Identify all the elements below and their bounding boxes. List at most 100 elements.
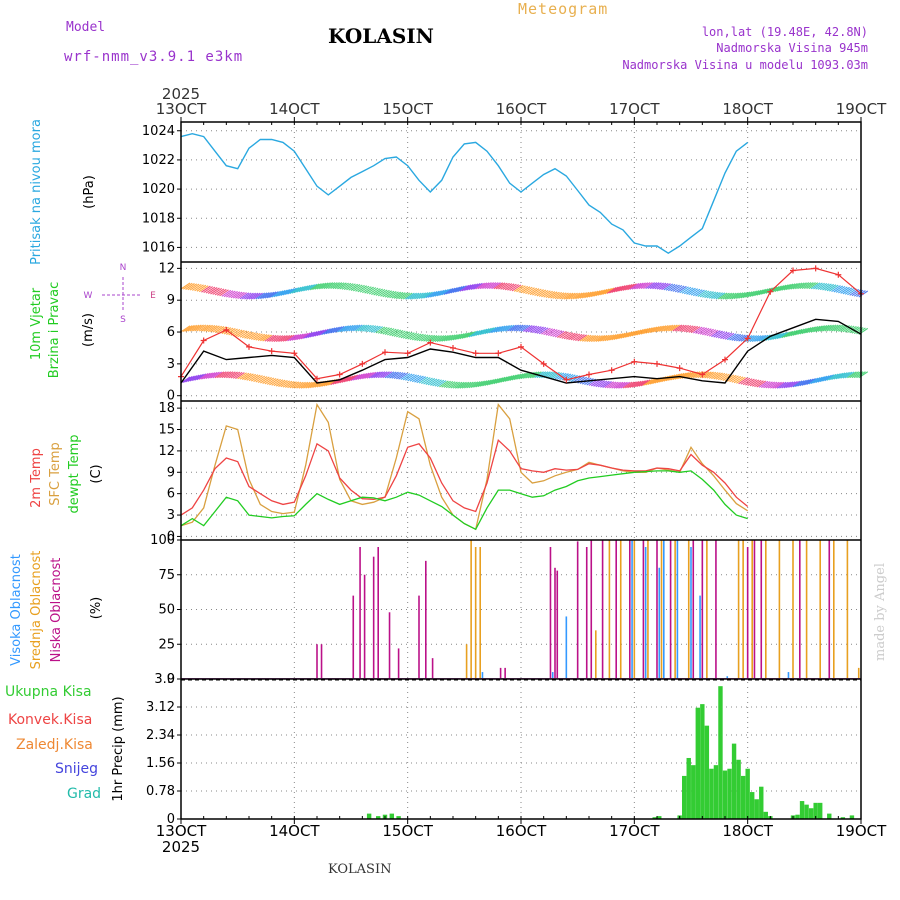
wind-barb [527,371,538,379]
x-tick-label-bottom: 18OCT [722,822,773,840]
wind-barb [448,381,458,389]
wind-barb [257,334,268,341]
wind-barb [609,333,619,341]
wind-barb [645,378,655,386]
wind-barb [371,288,381,296]
wind-barb [692,289,703,297]
wind-barb [772,285,782,293]
wind-barb [801,282,812,289]
wind-barb [382,327,393,335]
wind-barb [815,376,825,384]
wind-barb [790,282,801,290]
wind-barb [683,287,694,295]
wind-barb [328,282,338,289]
wind-barb [260,292,270,300]
wind-barb [649,282,660,290]
wind-barb [726,374,737,382]
wind-barb [702,328,712,336]
wind-barb [226,290,236,298]
frame-layer [177,117,862,824]
high-cloud-label: Visoka Oblacnost [9,554,24,666]
wind-barb [294,381,304,389]
wind-barb [280,380,291,388]
wind-barb [348,374,359,382]
wind-barb [280,334,291,342]
wind-barb [679,372,689,380]
wind-barb [271,378,281,386]
wind-barb [362,372,372,380]
wind-barb [278,289,288,297]
wind-barb [366,287,377,295]
wind-barb [464,284,474,291]
wind-barb [269,335,279,342]
wind-barb [405,292,415,300]
precip-bar [396,816,401,819]
wind-barb [781,381,791,389]
wind-barb [840,371,850,379]
wind-barb [543,290,553,298]
wind-barb [783,330,794,338]
wind-barb [398,292,408,300]
wind-barb [475,380,485,388]
temp2m-label: 2m Temp [29,448,44,508]
wind-barb [584,291,594,299]
wind-barb [325,327,336,335]
wind-barb [230,291,241,299]
wind-barb [672,324,683,332]
wind-barb [690,288,701,296]
wind-barb [851,326,862,334]
wind-barb [638,282,649,290]
wind-barb [316,329,327,337]
wind-barb [461,331,472,339]
wind-barb [423,377,433,385]
wind-barb [760,334,771,342]
wind-barb [611,333,621,341]
wind-barb [364,372,374,379]
wind-barb [371,371,381,379]
wind-barb [844,287,855,295]
wind-barb [298,381,309,389]
wind-barb [799,327,810,335]
wind-barb [250,292,261,300]
wind-barb [466,381,476,389]
wind-barb [822,283,832,291]
wind-barb [393,330,404,337]
wind-barb [464,331,474,339]
wind-unit: (m/s) [81,313,96,347]
wind-barb [454,381,465,389]
wind-barb [717,331,728,339]
wind-barb [597,288,608,296]
wind-barb [776,332,787,340]
wind-barb [600,288,610,296]
wind-barb [726,333,737,341]
wind-barb [640,379,651,387]
x-tick-label-top: 19OCT [836,100,887,118]
wind-barb [216,288,227,296]
pressure-title: Pritisak na nivou mora [29,119,44,265]
wind-barb [590,290,601,298]
wind-barb [538,327,549,335]
wind-barb [561,331,572,339]
wind-barb [788,381,798,388]
wind-barb [445,334,456,342]
wind-barb [520,372,531,380]
wind-barb [180,282,191,290]
wind-barb [373,371,383,379]
wind-gust-marker [654,360,660,367]
wind-barb [636,282,646,290]
wind-barb [448,334,458,342]
wind-barb [414,375,424,383]
wind-barb [699,290,710,298]
wind-barb [590,335,601,343]
wind-barb [475,329,485,337]
wind-barb [287,334,297,342]
wind-barb [699,327,710,335]
wind-barb [736,376,746,384]
wind-barb [348,324,359,332]
elevation-text: Nadmorska Visina 945m [716,41,868,55]
wind-barb [566,332,576,340]
wind-barb [391,291,402,299]
wind-barb [697,290,708,297]
wind-barb [711,372,721,380]
wind-barb [491,282,501,290]
